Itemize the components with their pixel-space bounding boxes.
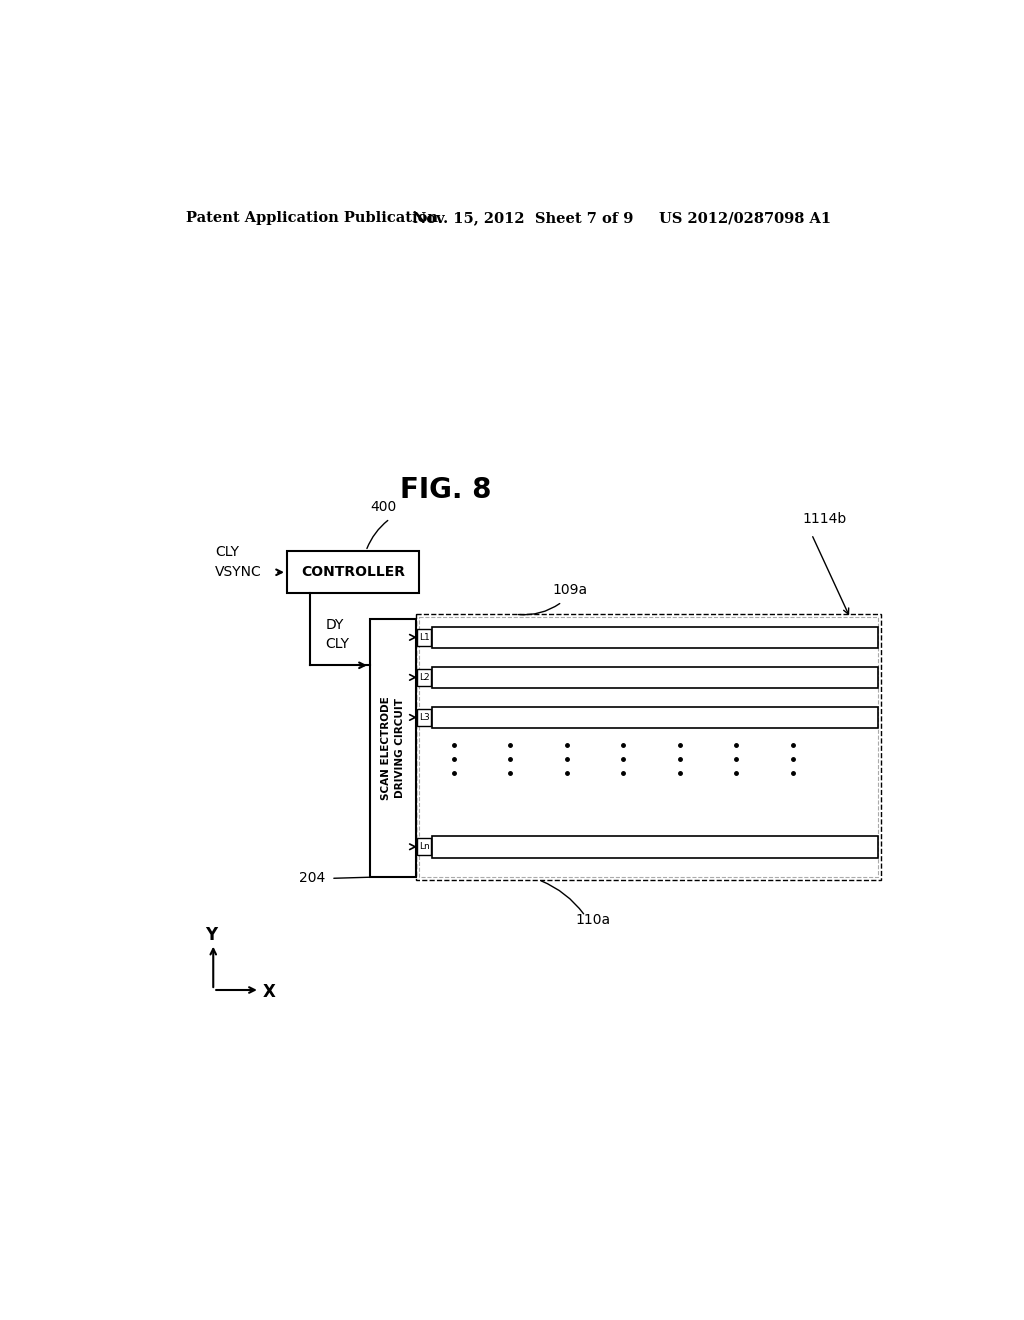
Text: DY
CLY: DY CLY <box>326 618 349 651</box>
Text: 110a: 110a <box>575 913 610 927</box>
Text: 204: 204 <box>299 871 326 886</box>
Bar <box>432 836 879 858</box>
Bar <box>432 667 879 688</box>
Bar <box>417 709 431 726</box>
Text: Y: Y <box>205 925 217 944</box>
Bar <box>417 614 882 880</box>
Bar <box>432 706 879 729</box>
Bar <box>287 552 419 594</box>
Text: CLY
VSYNC: CLY VSYNC <box>215 545 261 578</box>
Text: 109a: 109a <box>552 583 588 597</box>
Bar <box>432 627 879 648</box>
Text: 400: 400 <box>371 500 397 515</box>
Text: L3: L3 <box>419 713 429 722</box>
Text: US 2012/0287098 A1: US 2012/0287098 A1 <box>658 211 831 226</box>
Text: SCAN ELECTRODE
DRIVING CIRCUIT: SCAN ELECTRODE DRIVING CIRCUIT <box>381 696 406 800</box>
Text: Nov. 15, 2012  Sheet 7 of 9: Nov. 15, 2012 Sheet 7 of 9 <box>414 211 634 226</box>
Text: FIG. 8: FIG. 8 <box>400 475 492 503</box>
Text: CONTROLLER: CONTROLLER <box>301 565 404 579</box>
Text: X: X <box>262 982 275 1001</box>
Text: L1: L1 <box>419 632 429 642</box>
Bar <box>417 628 431 645</box>
Bar <box>417 838 431 855</box>
Text: Patent Application Publication: Patent Application Publication <box>186 211 438 226</box>
Text: Ln: Ln <box>419 842 429 851</box>
Text: 1114b: 1114b <box>802 512 847 527</box>
Bar <box>420 618 879 876</box>
Text: L2: L2 <box>419 673 429 682</box>
Bar <box>417 669 431 686</box>
Bar <box>370 619 417 876</box>
